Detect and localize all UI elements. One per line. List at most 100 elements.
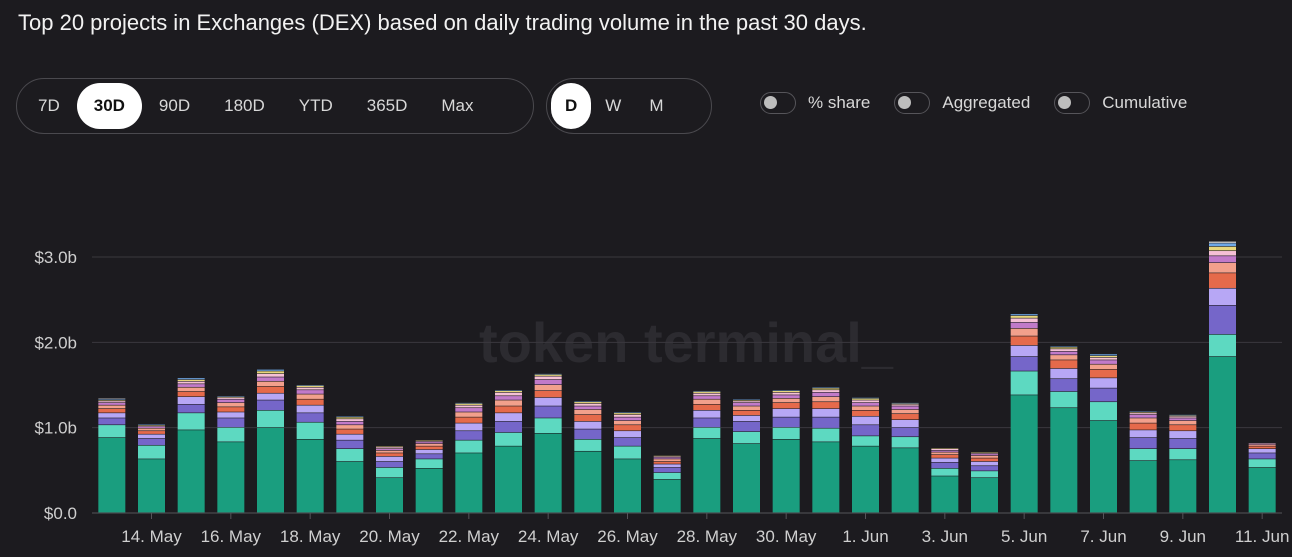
granularity-option-weekly[interactable]: W (605, 96, 622, 115)
bar[interactable] (812, 387, 840, 513)
bar-segment (1209, 262, 1236, 273)
bar[interactable] (1129, 411, 1157, 513)
bar-segment (693, 391, 721, 393)
bar-segment (138, 428, 165, 431)
range-option-30d[interactable]: 30D (76, 83, 142, 129)
bar-segment (455, 423, 483, 431)
bar[interactable] (495, 390, 522, 513)
range-option-ytd[interactable]: YTD (298, 96, 333, 115)
range-option-365d[interactable]: 365D (366, 96, 408, 115)
time-range-selector: 7D 30D 90D 180D YTD 365D Max (16, 78, 534, 134)
bar[interactable] (1209, 241, 1236, 513)
bar-segment (852, 402, 879, 406)
granularity-option-monthly[interactable]: M (649, 96, 664, 115)
bar[interactable] (1169, 414, 1197, 513)
bar-segment (336, 417, 364, 419)
bar-segment (852, 416, 879, 425)
bar-segment (891, 404, 919, 406)
bar-segment (574, 414, 602, 422)
bar-segment (852, 400, 879, 403)
bar-segment (1248, 459, 1276, 468)
bar[interactable] (931, 448, 959, 513)
bar[interactable] (971, 452, 998, 513)
bar-segment (415, 468, 443, 513)
toggle-aggregated[interactable]: Aggregated (894, 92, 1030, 114)
bar-segment (812, 428, 840, 442)
bar-segment (772, 398, 800, 403)
bar[interactable] (1090, 354, 1117, 513)
bar-segment (693, 396, 721, 399)
bar[interactable] (852, 397, 879, 513)
bar[interactable] (891, 402, 919, 513)
bar-segment (1129, 460, 1157, 513)
bar[interactable] (733, 399, 760, 513)
toggle-label: % share (808, 93, 871, 112)
bar-segment (257, 400, 284, 410)
x-axis-labels: 14. May 16. May 18. May 20. May 22. May 24. M… (121, 513, 1289, 546)
bar[interactable] (217, 396, 245, 513)
range-option-max[interactable]: Max (441, 96, 474, 115)
bar-segment (574, 406, 602, 410)
bar-segment (891, 419, 919, 428)
chart-toggles: % share Aggregated Cumulative (760, 92, 1211, 114)
toggle-switch[interactable] (760, 92, 796, 114)
bar-segment (653, 479, 681, 513)
bar[interactable] (455, 402, 483, 513)
gridlines (92, 256, 1282, 514)
bar-segment (534, 406, 562, 418)
bar[interactable] (1050, 346, 1078, 513)
bar[interactable] (177, 378, 205, 513)
bar-segment (138, 434, 165, 439)
y-tick-label: $2.0b (34, 333, 77, 352)
toggle-cumulative[interactable]: Cumulative (1054, 92, 1187, 114)
bar-segment (495, 432, 522, 446)
bar-segment (1050, 351, 1078, 355)
bar[interactable] (257, 369, 284, 513)
bar-segment (733, 406, 760, 410)
granularity-option-daily[interactable]: D (551, 83, 592, 129)
bar[interactable] (415, 440, 443, 513)
range-option-90d[interactable]: 90D (158, 96, 191, 115)
bar-segment (1169, 431, 1197, 439)
bar[interactable] (98, 398, 126, 513)
bar[interactable] (534, 373, 562, 513)
bar-segment (257, 369, 284, 371)
x-tick-label: 1. Jun (842, 527, 888, 546)
bar-segment (852, 446, 879, 513)
toggle-knob (764, 96, 777, 109)
y-tick-label: $0.0 (44, 504, 77, 523)
toggle-switch[interactable] (1054, 92, 1091, 114)
bar[interactable] (296, 385, 324, 513)
bar[interactable] (1010, 314, 1038, 513)
bar-segment (653, 464, 681, 468)
bar[interactable] (138, 424, 165, 513)
bar[interactable] (693, 390, 721, 513)
bar-segment (1090, 402, 1117, 421)
bar-segment (1050, 349, 1078, 352)
bar[interactable] (614, 412, 641, 513)
bar-segment (217, 412, 245, 418)
range-option-180d[interactable]: 180D (224, 96, 265, 115)
bar-segment (1209, 334, 1236, 357)
toggle-percent-share[interactable]: % share (760, 92, 870, 114)
bar-segment (653, 461, 681, 464)
toggle-switch[interactable] (894, 92, 931, 114)
bar-segment (1050, 347, 1078, 349)
bar[interactable] (653, 455, 681, 513)
page-title: Top 20 projects in Exchanges (DEX) based… (18, 10, 867, 35)
bar-segment (931, 452, 959, 455)
bar-segment (415, 442, 443, 444)
bar-segment (138, 438, 165, 445)
bar[interactable] (772, 390, 800, 513)
x-tick-label: 28. May (677, 527, 738, 546)
bar[interactable] (574, 401, 602, 513)
bar-segment (257, 386, 284, 393)
bar[interactable] (1248, 443, 1276, 513)
bar[interactable] (336, 416, 364, 513)
bar[interactable] (376, 446, 403, 513)
bar-segment (971, 454, 998, 456)
bar-segment (534, 376, 562, 380)
range-option-7d[interactable]: 7D (38, 96, 60, 115)
bar-segment (891, 427, 919, 437)
bar-segment (177, 396, 205, 405)
